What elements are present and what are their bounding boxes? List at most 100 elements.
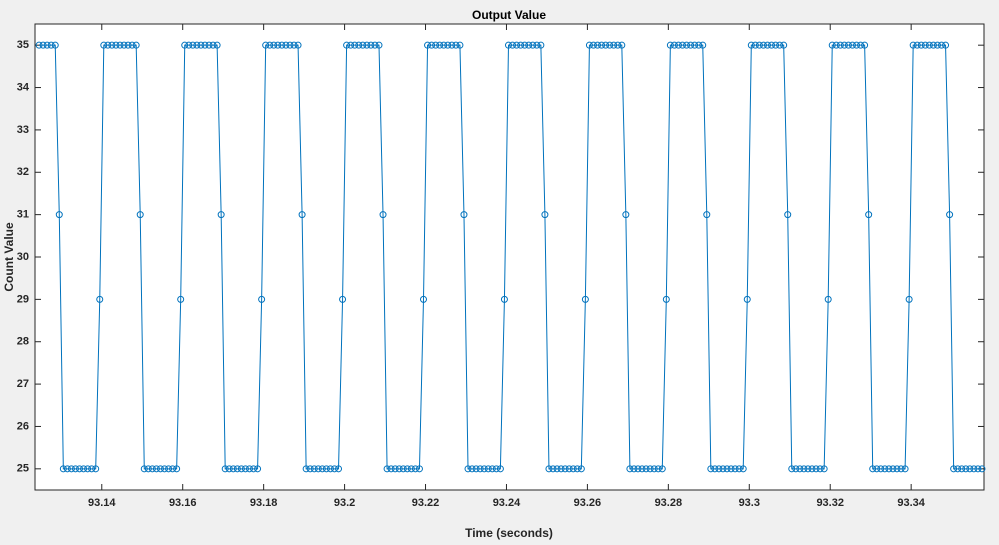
data-marker	[35, 41, 43, 49]
data-marker	[933, 41, 941, 49]
data-marker	[658, 465, 666, 473]
data-marker	[270, 41, 278, 49]
data-marker	[173, 465, 181, 473]
data-marker	[622, 211, 630, 219]
y-tick-label: 29	[17, 293, 29, 305]
data-marker	[877, 465, 885, 473]
data-marker	[820, 465, 828, 473]
data-marker	[768, 41, 776, 49]
data-marker	[606, 41, 614, 49]
data-marker	[440, 41, 448, 49]
data-marker	[432, 41, 440, 49]
data-marker	[436, 41, 444, 49]
data-marker	[67, 465, 75, 473]
data-marker	[561, 465, 569, 473]
data-marker	[71, 465, 79, 473]
data-marker	[743, 295, 751, 303]
data-marker	[428, 41, 436, 49]
data-marker	[828, 41, 836, 49]
data-marker	[189, 41, 197, 49]
data-marker	[913, 41, 921, 49]
data-marker	[136, 211, 144, 219]
data-marker	[63, 465, 71, 473]
data-marker	[500, 295, 508, 303]
data-marker	[229, 465, 237, 473]
data-marker	[371, 41, 379, 49]
data-marker	[322, 465, 330, 473]
data-marker	[537, 41, 545, 49]
data-marker	[306, 465, 314, 473]
data-marker	[181, 41, 189, 49]
data-marker	[569, 465, 577, 473]
data-marker	[100, 41, 108, 49]
data-marker	[747, 41, 755, 49]
data-marker	[638, 465, 646, 473]
data-marker	[140, 465, 148, 473]
data-marker	[355, 41, 363, 49]
data-marker	[711, 465, 719, 473]
data-marker	[695, 41, 703, 49]
data-marker	[112, 41, 120, 49]
data-marker	[59, 465, 67, 473]
data-marker	[691, 41, 699, 49]
data-marker	[92, 465, 100, 473]
y-tick-label: 25	[17, 463, 29, 475]
data-marker	[492, 465, 500, 473]
data-marker	[776, 41, 784, 49]
y-tick-label: 32	[17, 166, 29, 178]
data-marker	[513, 41, 521, 49]
data-marker	[217, 211, 225, 219]
data-marker	[626, 465, 634, 473]
data-marker	[812, 465, 820, 473]
data-marker	[488, 465, 496, 473]
data-marker	[772, 41, 780, 49]
data-marker	[132, 41, 140, 49]
data-marker	[504, 41, 512, 49]
data-marker	[889, 465, 897, 473]
data-marker	[161, 465, 169, 473]
data-marker	[294, 41, 302, 49]
data-marker	[646, 465, 654, 473]
data-marker	[938, 41, 946, 49]
data-marker	[553, 465, 561, 473]
data-marker	[541, 211, 549, 219]
data-marker	[614, 41, 622, 49]
data-marker	[298, 211, 306, 219]
data-marker	[335, 465, 343, 473]
data-marker	[116, 41, 124, 49]
data-marker	[521, 41, 529, 49]
data-marker	[557, 465, 565, 473]
y-tick-label: 27	[17, 378, 29, 390]
data-marker	[650, 465, 658, 473]
data-marker	[375, 41, 383, 49]
data-marker	[403, 465, 411, 473]
data-marker	[39, 41, 47, 49]
data-marker	[844, 41, 852, 49]
data-marker	[177, 295, 185, 303]
data-marker	[225, 465, 233, 473]
data-marker	[610, 41, 618, 49]
data-marker	[816, 465, 824, 473]
data-marker	[784, 211, 792, 219]
data-marker	[525, 41, 533, 49]
data-marker	[185, 41, 193, 49]
data-marker	[925, 41, 933, 49]
data-marker	[861, 41, 869, 49]
data-marker	[873, 465, 881, 473]
data-marker	[152, 465, 160, 473]
x-tick-label: 93.16	[169, 497, 197, 509]
data-marker	[723, 465, 731, 473]
data-marker	[359, 41, 367, 49]
data-marker	[237, 465, 245, 473]
y-axis-label: Count Value	[2, 222, 16, 292]
x-tick-label: 93.28	[655, 497, 683, 509]
data-marker	[565, 465, 573, 473]
data-marker	[796, 465, 804, 473]
data-marker	[452, 41, 460, 49]
data-marker	[654, 465, 662, 473]
data-marker	[193, 41, 201, 49]
data-marker	[517, 41, 525, 49]
data-marker	[88, 465, 96, 473]
